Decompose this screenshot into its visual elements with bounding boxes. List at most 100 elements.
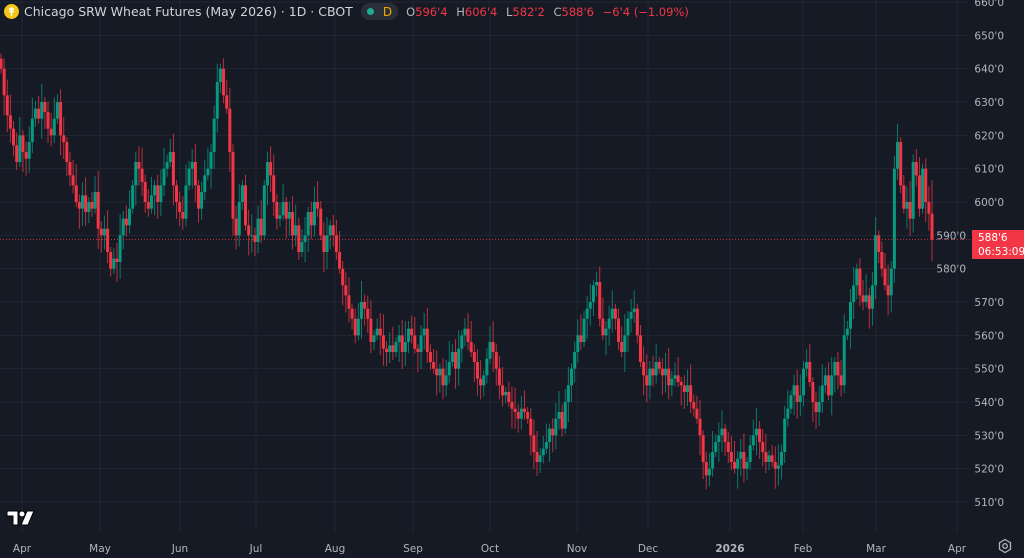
candle-up xyxy=(544,442,548,449)
candle-down xyxy=(247,225,251,236)
candle-down xyxy=(400,335,404,352)
candle-up xyxy=(356,318,360,336)
candle-down xyxy=(667,368,671,386)
candle-up xyxy=(134,162,138,186)
tradingview-logo[interactable] xyxy=(6,509,36,531)
candle-down xyxy=(601,318,605,336)
candle-down xyxy=(914,162,918,176)
candle-up xyxy=(256,218,260,242)
candle-down xyxy=(291,212,295,236)
candle-down xyxy=(178,202,182,212)
candle-up xyxy=(209,152,213,169)
candle-up xyxy=(93,192,97,209)
candle-down xyxy=(491,342,495,352)
candle-up xyxy=(306,212,310,236)
candle-down xyxy=(729,452,733,462)
candle-up xyxy=(717,435,721,442)
candle-down xyxy=(0,58,3,69)
candle-up xyxy=(864,295,868,302)
candle-up xyxy=(554,418,558,436)
candle-down xyxy=(726,442,730,452)
candle-up xyxy=(896,142,900,169)
candle-down xyxy=(347,295,351,309)
candle-down xyxy=(701,435,705,462)
candle-up xyxy=(519,408,523,419)
candle-down xyxy=(96,192,100,229)
candle-up xyxy=(206,168,210,176)
candle-up xyxy=(751,435,755,446)
candle-down xyxy=(181,212,185,219)
candle-up xyxy=(81,195,85,209)
symbol-title[interactable]: Chicago SRW Wheat Futures (May 2026) · 1… xyxy=(24,4,353,19)
candle-down xyxy=(196,185,200,209)
y-tick-label: 620'0 xyxy=(974,130,1004,142)
candle-down xyxy=(698,418,702,436)
candle-up xyxy=(328,225,332,236)
candle-down xyxy=(507,392,511,402)
candle-up xyxy=(237,202,241,236)
candle-up xyxy=(754,428,758,436)
candle-down xyxy=(106,228,110,252)
gear-icon[interactable] xyxy=(997,538,1013,558)
candle-up xyxy=(240,185,244,202)
candle-up xyxy=(648,368,652,386)
candle-down xyxy=(90,202,94,209)
candle-up xyxy=(212,118,216,152)
candle-up xyxy=(582,318,586,342)
candle-down xyxy=(5,95,9,116)
candle-down xyxy=(338,252,342,269)
candle-up xyxy=(87,202,91,212)
candle-up xyxy=(463,328,467,336)
candle-up xyxy=(482,375,486,386)
candle-up xyxy=(407,328,411,342)
candle-up xyxy=(842,335,846,386)
candle-down xyxy=(413,335,417,349)
interval-badge[interactable]: D xyxy=(360,3,399,20)
candle-down xyxy=(660,368,664,376)
candle-down xyxy=(522,408,526,412)
candle-down xyxy=(8,115,12,129)
candle-down xyxy=(435,368,439,376)
candle-up xyxy=(281,202,285,216)
candle-down xyxy=(234,218,238,236)
candle-up xyxy=(654,362,658,376)
y-tick-label: 540'0 xyxy=(974,397,1004,409)
candle-down xyxy=(309,212,313,226)
candle-down xyxy=(416,348,420,352)
candle-down xyxy=(137,162,141,169)
candle-down xyxy=(441,368,445,386)
candle-up xyxy=(438,368,442,376)
candle-up xyxy=(745,462,749,469)
candle-up xyxy=(55,102,59,119)
candle-up xyxy=(607,318,611,329)
candle-up xyxy=(460,335,464,349)
candle-down xyxy=(124,218,128,226)
candle-up xyxy=(287,212,291,219)
candle-down xyxy=(516,412,520,419)
candle-up xyxy=(444,375,448,386)
close-label: C xyxy=(553,4,562,19)
chart-legend: Chicago SRW Wheat Futures (May 2026) · 1… xyxy=(4,3,694,20)
candle-down xyxy=(341,268,345,286)
candle-down xyxy=(297,225,301,252)
candle-down xyxy=(363,302,367,309)
candle-down xyxy=(880,252,884,269)
candle-down xyxy=(2,68,6,96)
high-value: 606'4 xyxy=(464,4,498,19)
candle-down xyxy=(692,402,696,409)
candle-up xyxy=(789,395,793,409)
x-tick-label: Feb xyxy=(794,543,813,555)
candle-up xyxy=(573,352,577,369)
candle-up xyxy=(921,168,925,209)
x-tick-label: Apr xyxy=(948,543,967,555)
candle-up xyxy=(604,328,608,336)
y-tick-label: 660'0 xyxy=(974,0,1004,9)
candle-up xyxy=(626,318,630,336)
candle-up xyxy=(165,162,169,169)
wheat-icon[interactable] xyxy=(4,4,19,19)
candle-down xyxy=(598,282,602,319)
y-tick-label: 550'0 xyxy=(974,364,1004,376)
candle-up xyxy=(218,68,222,82)
candle-down xyxy=(642,362,646,376)
